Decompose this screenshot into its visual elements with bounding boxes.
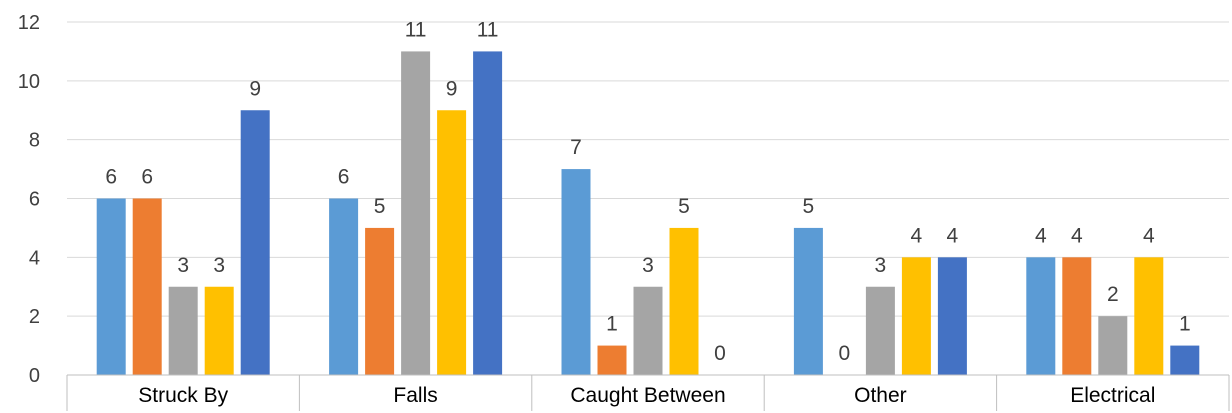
category-label: Struck By (138, 384, 228, 407)
bar (1098, 316, 1128, 375)
category-label: Electrical (1070, 384, 1155, 407)
data-label: 1 (606, 313, 618, 336)
category-label: Caught Between (570, 384, 725, 407)
data-label: 2 (1107, 283, 1119, 306)
bars (96, 51, 1200, 376)
bar (937, 257, 967, 375)
bar (204, 286, 234, 375)
data-label: 4 (1035, 224, 1047, 247)
x-axis: Struck By Falls Caught Between Other Electri… (66, 374, 1230, 411)
bar (473, 51, 503, 376)
bar (168, 286, 198, 375)
y-tick-label: 6 (29, 189, 40, 211)
data-label: 4 (911, 224, 923, 247)
data-label: 4 (1071, 224, 1083, 247)
bar (633, 286, 663, 375)
bar (437, 110, 467, 375)
data-label: 0 (714, 342, 726, 365)
y-tick-label: 12 (18, 12, 40, 34)
data-label: 5 (374, 195, 386, 218)
bar (365, 227, 395, 375)
bar (1026, 257, 1056, 375)
data-label: 5 (678, 195, 690, 218)
data-label: 11 (405, 18, 427, 41)
data-label: 11 (477, 18, 499, 41)
data-label: 6 (141, 166, 153, 189)
data-label: 5 (803, 195, 815, 218)
y-tick-label: 10 (18, 71, 40, 93)
y-tick-label: 2 (29, 306, 40, 328)
bar (1170, 345, 1200, 375)
bar (96, 198, 126, 375)
y-axis: 0 2 4 6 8 10 12 (18, 12, 40, 387)
bar (401, 51, 431, 376)
data-label: 3 (875, 254, 887, 277)
data-label: 0 (839, 342, 851, 365)
data-label: 9 (249, 77, 261, 100)
y-tick-label: 8 (29, 130, 40, 152)
bar (240, 110, 270, 375)
category-label: Other (854, 384, 907, 407)
data-label: 6 (105, 166, 117, 189)
data-label: 3 (642, 254, 654, 277)
bar (669, 227, 699, 375)
data-label: 1 (1179, 313, 1191, 336)
data-label: 3 (213, 254, 225, 277)
data-labels: 6 6 7 5 4 6 5 1 0 4 3 11 3 3 2 3 9 5 4 4 9 11 0 4 1 (105, 18, 1190, 365)
bar (561, 169, 591, 375)
data-label: 6 (338, 166, 350, 189)
data-label: 7 (570, 136, 582, 159)
bar (1134, 257, 1164, 375)
y-tick-label: 4 (29, 247, 40, 269)
y-tick-label: 0 (29, 365, 40, 387)
data-label: 3 (177, 254, 189, 277)
category-label: Falls (393, 384, 437, 407)
bar (597, 345, 627, 375)
bar (132, 198, 162, 375)
bar (1062, 257, 1092, 375)
data-label: 4 (947, 224, 959, 247)
bar (865, 286, 895, 375)
bar (901, 257, 931, 375)
data-label: 4 (1143, 224, 1155, 247)
bar (793, 227, 823, 375)
data-label: 9 (446, 77, 458, 100)
bar (329, 198, 359, 375)
